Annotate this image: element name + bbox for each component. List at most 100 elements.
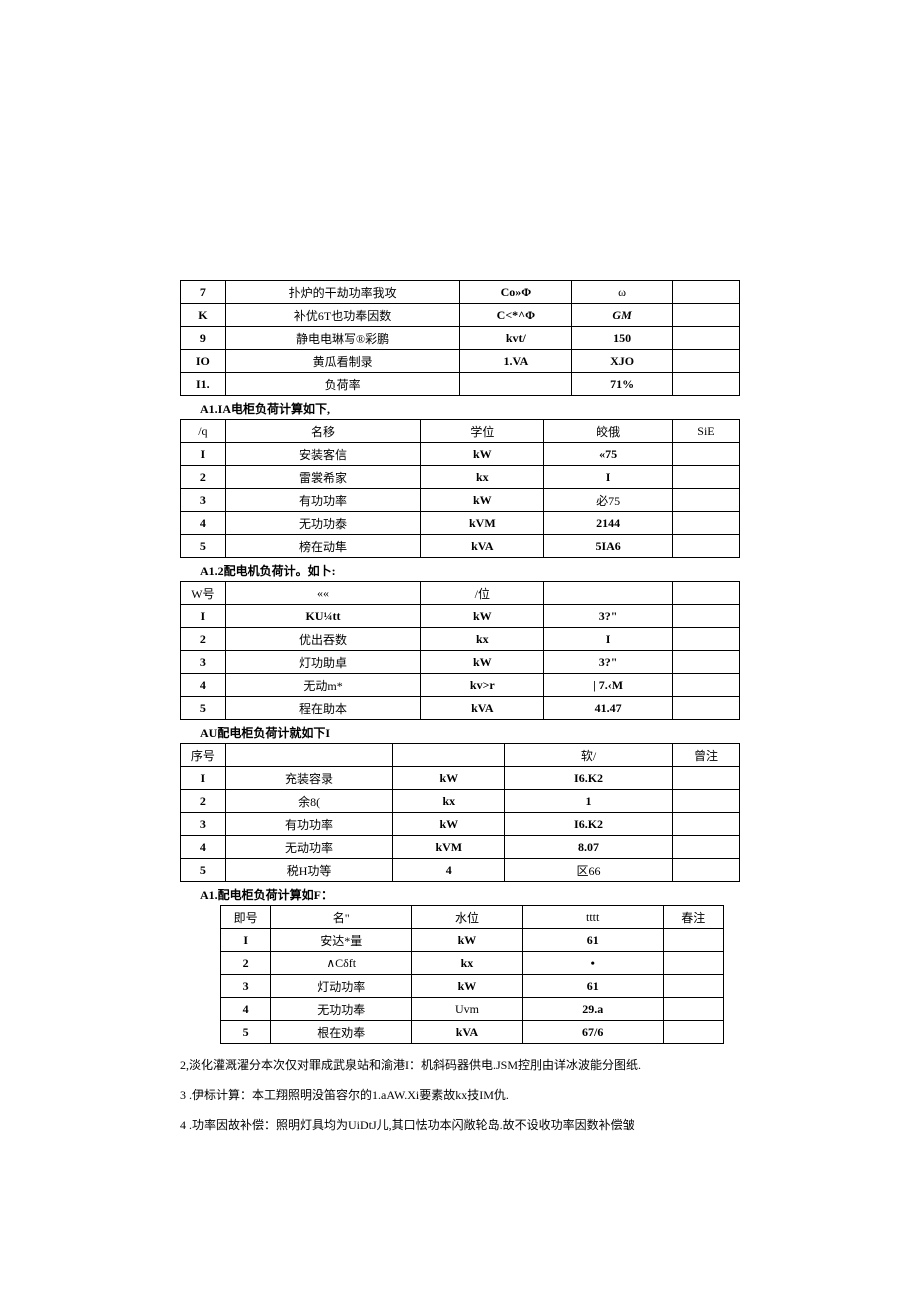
cell	[672, 697, 739, 720]
cell: 29.a	[522, 998, 663, 1021]
cell: K	[181, 304, 226, 327]
cell: I6.K2	[505, 767, 673, 790]
header-cell: W号	[181, 582, 226, 605]
table-row: 3 有功功率 kW 必75	[181, 489, 740, 512]
cell: kW	[412, 975, 523, 998]
cell: 黄瓜看制录	[225, 350, 460, 373]
table-3: W号 «« /位 I KU¼tt kW 3?" 2 优出吞数 kx I 3 灯功…	[180, 581, 740, 720]
header-cell: 名"	[271, 906, 412, 929]
header-cell	[225, 744, 393, 767]
table-row: 3 灯功助卓 kW 3?"	[181, 651, 740, 674]
paragraph-2: 3 .伊标计算：本工翔照明没笛容尔的1.aAW.Xi要素故kx技IM仇.	[180, 1086, 740, 1104]
header-cell	[672, 582, 739, 605]
cell: kVM	[421, 512, 544, 535]
cell: kVA	[421, 697, 544, 720]
cell: kvt/	[460, 327, 572, 350]
cell	[663, 952, 723, 975]
cell: 5	[221, 1021, 271, 1044]
cell: 税H功等	[225, 859, 393, 882]
cell: Uvm	[412, 998, 523, 1021]
cell: kW	[421, 651, 544, 674]
table-row: IO 黄瓜看制录 1.VA XJO	[181, 350, 740, 373]
cell	[672, 466, 739, 489]
cell: 补优6T也功奉因数	[225, 304, 460, 327]
table-row: I 充装容录 kW I6.K2	[181, 767, 740, 790]
cell	[672, 489, 739, 512]
header-cell: 皎俄	[544, 420, 673, 443]
table-row: I 安达*量 kW 61	[221, 929, 724, 952]
cell	[672, 859, 739, 882]
cell: 充装容录	[225, 767, 393, 790]
caption-3: A1.2配电机负荷计。如卜:	[200, 562, 740, 579]
table-row: 4 无动功率 kVM 8.07	[181, 836, 740, 859]
cell: 67/6	[522, 1021, 663, 1044]
cell: 静电电琳写®彩鹏	[225, 327, 460, 350]
cell	[672, 836, 739, 859]
cell: C<*^Φ	[460, 304, 572, 327]
cell	[672, 790, 739, 813]
cell: 根在劝奉	[271, 1021, 412, 1044]
cell: 余8(	[225, 790, 393, 813]
cell	[672, 767, 739, 790]
cell: I	[221, 929, 271, 952]
cell: 7	[181, 281, 226, 304]
table-row: I1. 负荷率 71%	[181, 373, 740, 396]
table-row: 5 榜在动隼 kVA 5IA6	[181, 535, 740, 558]
cell: kx	[421, 466, 544, 489]
cell: 区66	[505, 859, 673, 882]
cell	[663, 998, 723, 1021]
cell: 3	[221, 975, 271, 998]
cell: 3?"	[544, 605, 673, 628]
cell: Co»Φ	[460, 281, 572, 304]
cell: kx	[421, 628, 544, 651]
header-cell: /q	[181, 420, 226, 443]
cell: 2	[181, 466, 226, 489]
cell: 4	[181, 836, 226, 859]
paragraph-1: 2,淡化灌溉濯分本次仅对罪成武泉站和渝港I：机斜码器供电.JSM控刖由详冰波能分…	[180, 1056, 740, 1074]
cell: 5	[181, 535, 226, 558]
table-row: 3 灯动功率 kW 61	[221, 975, 724, 998]
table-1: 7 扑炉的干劫功率我攻 Co»Φ ω K 补优6T也功奉因数 C<*^Φ GM …	[180, 280, 740, 396]
cell: 有功功率	[225, 813, 393, 836]
cell	[672, 628, 739, 651]
cell: 61	[522, 929, 663, 952]
table-row: 2 余8( kx 1	[181, 790, 740, 813]
cell	[663, 1021, 723, 1044]
cell: «75	[544, 443, 673, 466]
cell: kW	[393, 767, 505, 790]
cell	[672, 443, 739, 466]
header-cell: 软/	[505, 744, 673, 767]
header-cell: 春注	[663, 906, 723, 929]
cell: 灯动功率	[271, 975, 412, 998]
table-row: 4 无功功泰 kVM 2144	[181, 512, 740, 535]
cell	[672, 327, 739, 350]
cell: kVM	[393, 836, 505, 859]
table-row: 4 无动m* kv>r | 7.‹M	[181, 674, 740, 697]
cell: GM	[572, 304, 673, 327]
cell: 3	[181, 813, 226, 836]
page-container: 7 扑炉的干劫功率我攻 Co»Φ ω K 补优6T也功奉因数 C<*^Φ GM …	[0, 0, 920, 1222]
table-row: 4 无功功奉 Uvm 29.a	[221, 998, 724, 1021]
header-cell	[393, 744, 505, 767]
cell: ∧Cδft	[271, 952, 412, 975]
cell: 有功功率	[225, 489, 421, 512]
cell: 150	[572, 327, 673, 350]
cell: kx	[412, 952, 523, 975]
cell	[672, 304, 739, 327]
cell: 3	[181, 489, 226, 512]
cell: kW	[421, 605, 544, 628]
cell	[672, 373, 739, 396]
cell: 扑炉的干劫功率我攻	[225, 281, 460, 304]
cell: 5	[181, 697, 226, 720]
cell: 必75	[544, 489, 673, 512]
table-row: 7 扑炉的干劫功率我攻 Co»Φ ω	[181, 281, 740, 304]
cell: I6.K2	[505, 813, 673, 836]
cell: KU¼tt	[225, 605, 421, 628]
cell: I	[181, 443, 226, 466]
cell: kx	[393, 790, 505, 813]
cell: 61	[522, 975, 663, 998]
cell: kVA	[421, 535, 544, 558]
cell: 2144	[544, 512, 673, 535]
header-cell: ««	[225, 582, 421, 605]
cell	[672, 535, 739, 558]
